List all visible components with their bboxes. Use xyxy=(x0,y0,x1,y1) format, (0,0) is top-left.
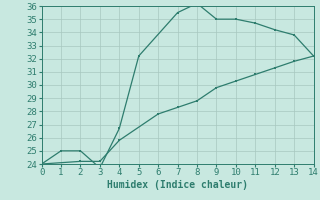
X-axis label: Humidex (Indice chaleur): Humidex (Indice chaleur) xyxy=(107,180,248,190)
